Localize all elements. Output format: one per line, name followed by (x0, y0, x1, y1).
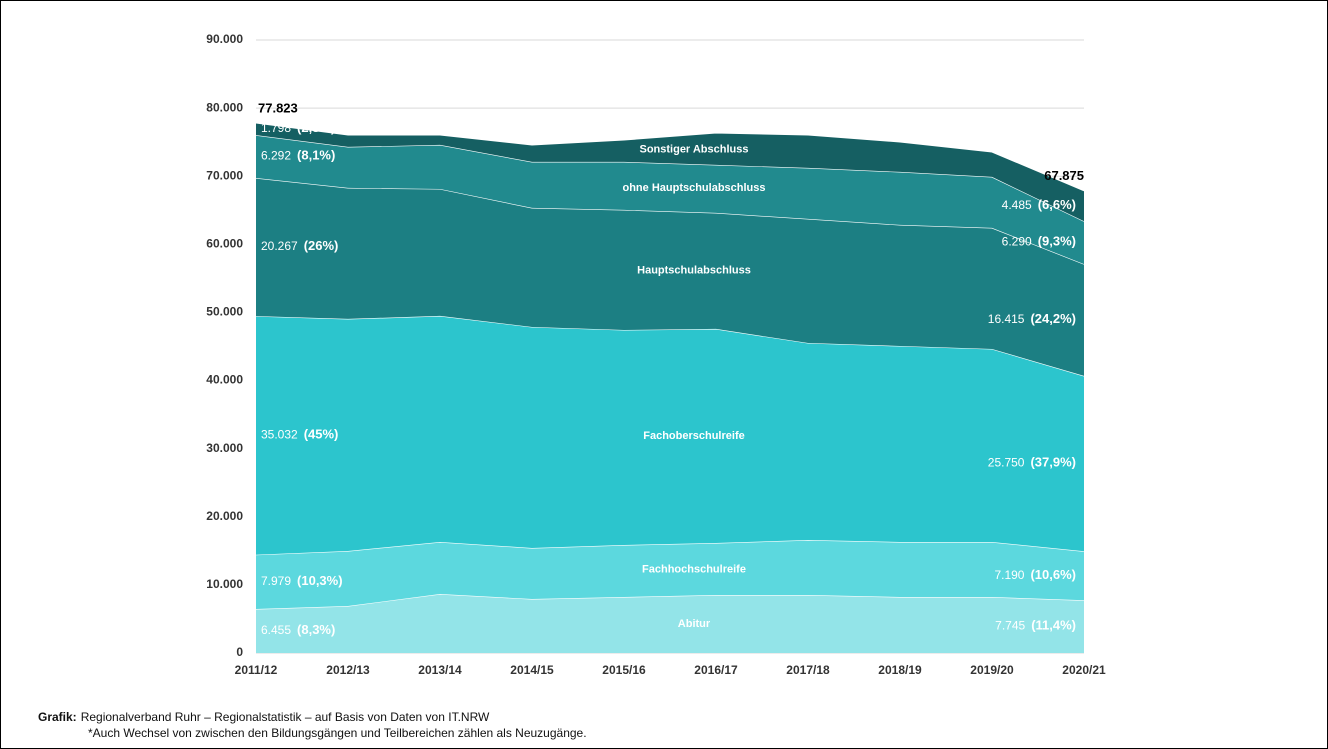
x-tick-label: 2019/20 (970, 663, 1014, 677)
source: Grafik: Regionalverband Ruhr – Regionalst… (38, 710, 490, 724)
data-label: 20.267 (26%) (261, 238, 338, 253)
data-label-value: 1.798 (261, 121, 291, 135)
data-label-share: (45%) (304, 427, 339, 442)
series-label: Fachhochschulreife (642, 563, 746, 575)
area-edge (255, 539, 1085, 556)
source-label: Grafik: (38, 710, 77, 724)
y-tick-label: 0 (236, 645, 243, 659)
data-label-share: (10,3%) (297, 573, 343, 588)
area (256, 315, 1084, 555)
data-label-share: (6,6%) (1038, 197, 1076, 212)
data-label-share: (8,3%) (297, 622, 335, 637)
series-label: Hauptschulabschluss (637, 265, 751, 277)
data-label-value: 35.032 (261, 428, 298, 442)
data-label-share: (8,1%) (297, 148, 335, 163)
data-label: 6.290 (9,3%) (1002, 234, 1076, 249)
y-tick-label: 50.000 (206, 305, 243, 319)
data-label-value: 25.750 (988, 456, 1025, 470)
data-label-share: (9,3%) (1038, 234, 1076, 249)
x-tick-label: 2016/17 (694, 663, 738, 677)
x-tick-label: 2012/13 (326, 663, 370, 677)
y-tick-label: 90.000 (206, 32, 243, 46)
data-label: 25.750 (37,9%) (988, 455, 1076, 470)
data-label-value: 7.745 (995, 619, 1025, 633)
area-edge (255, 122, 1085, 192)
data-label: 7.979 (10,3%) (261, 573, 343, 588)
data-label-value: 16.415 (988, 312, 1025, 326)
data-label: 6.455 (8,3%) (261, 622, 335, 637)
series-label: Sonstiger Abschluss (639, 143, 748, 155)
y-tick-label: 30.000 (206, 441, 243, 455)
data-label: 6.292 (8,1%) (261, 148, 335, 163)
note: *Auch Wechsel von zwischen den Bildungsg… (88, 726, 587, 740)
x-tick-label: 2018/19 (878, 663, 922, 677)
data-label: 16.415 (24,2%) (988, 311, 1076, 326)
area (256, 540, 1084, 610)
data-label-share: (10,6%) (1030, 567, 1076, 582)
data-label-value: 4.485 (1002, 198, 1032, 212)
series-label: Fachoberschulreife (643, 430, 744, 442)
data-label: 1.798 (2,3%) (261, 120, 335, 135)
x-tick-label: 2011/12 (235, 663, 278, 677)
data-label-share: (2,3%) (297, 120, 335, 135)
x-tick-label: 2014/15 (510, 663, 554, 677)
data-label-share: (24,2%) (1030, 311, 1076, 326)
x-tick-label: 2013/14 (418, 663, 462, 677)
data-label-value: 6.290 (1002, 235, 1032, 249)
series-label: ohne Hauptschulabschluss (622, 182, 765, 194)
source-text: Regionalverband Ruhr – Regionalstatistik… (81, 710, 490, 724)
area (256, 594, 1084, 653)
y-tick-label: 10.000 (206, 577, 243, 591)
data-label-share: (26%) (304, 238, 339, 253)
y-tick-label: 60.000 (206, 237, 243, 251)
y-tick-label: 70.000 (206, 168, 243, 182)
data-label-share: (11,4%) (1031, 618, 1076, 633)
data-label: 35.032 (45%) (261, 427, 338, 442)
data-label-value: 7.190 (994, 568, 1024, 582)
total-label: 67.875 (1044, 168, 1084, 183)
data-label: 7.190 (10,6%) (994, 567, 1076, 582)
area (256, 122, 1084, 222)
y-tick-label: 20.000 (206, 509, 243, 523)
area (256, 135, 1084, 265)
x-tick-label: 2015/16 (602, 663, 646, 677)
data-label-value: 20.267 (261, 239, 298, 253)
data-label: 7.745 (11,4%) (995, 618, 1076, 633)
y-tick-label: 40.000 (206, 373, 243, 387)
total-label: 77.823 (258, 100, 298, 115)
data-label-value: 6.455 (261, 623, 291, 637)
data-label-value: 7.979 (261, 574, 291, 588)
y-tick-label: 80.000 (206, 100, 243, 114)
data-label: 4.485 (6,6%) (1002, 197, 1076, 212)
data-label-value: 6.292 (261, 149, 291, 163)
series-label: Abitur (678, 618, 711, 630)
area (256, 178, 1084, 376)
x-tick-label: 2020/21 (1062, 663, 1106, 677)
data-label-share: (37,9%) (1030, 455, 1076, 470)
x-tick-label: 2017/18 (786, 663, 830, 677)
